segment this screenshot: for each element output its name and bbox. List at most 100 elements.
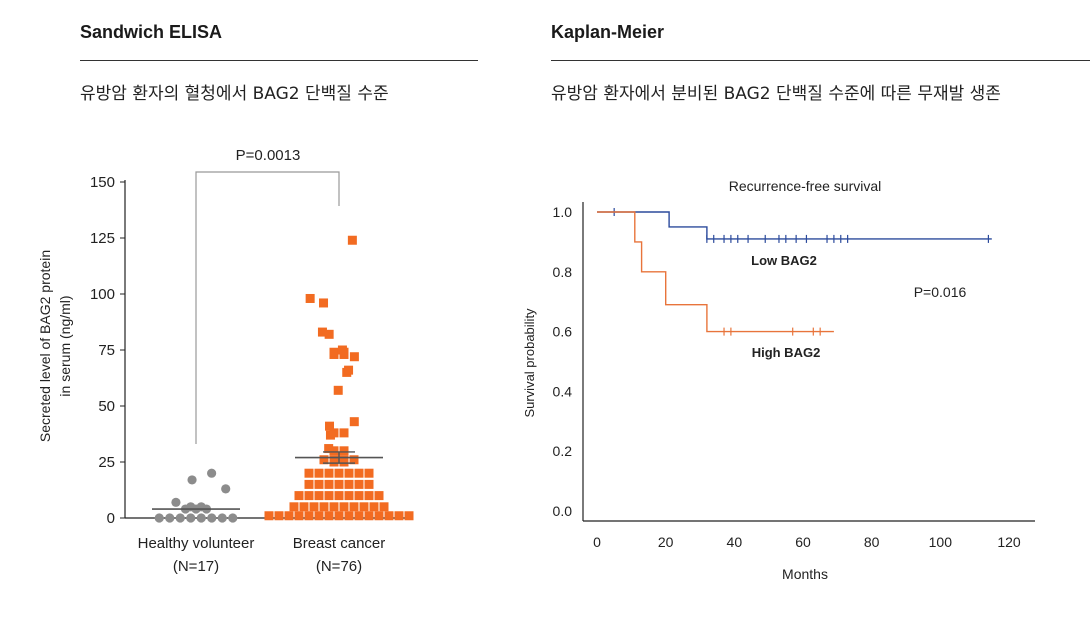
elisa-point-healthy — [175, 513, 185, 523]
elisa-point-breast-cancer — [374, 491, 384, 501]
elisa-point-breast-cancer — [359, 502, 369, 512]
elisa-point-breast-cancer — [349, 417, 359, 427]
elisa-point-breast-cancer — [369, 502, 379, 512]
elisa-point-breast-cancer — [364, 491, 374, 501]
elisa-point-breast-cancer — [334, 511, 344, 521]
elisa-point-healthy — [187, 475, 197, 485]
elisa-point-breast-cancer — [319, 298, 329, 308]
elisa-panel-title: Sandwich ELISA — [80, 22, 223, 42]
km-y-tick-label: 0.4 — [553, 383, 573, 399]
elisa-point-breast-cancer — [324, 444, 334, 454]
elisa-point-breast-cancer — [304, 491, 314, 501]
elisa-point-healthy — [171, 497, 181, 507]
elisa-point-healthy — [207, 513, 217, 523]
km-p-value: P=0.016 — [914, 284, 967, 300]
elisa-point-breast-cancer — [344, 365, 354, 375]
elisa-point-breast-cancer — [384, 511, 394, 521]
elisa-point-breast-cancer — [339, 502, 349, 512]
elisa-y-tick-label: 150 — [90, 174, 115, 191]
elisa-point-healthy — [221, 484, 231, 494]
elisa-point-breast-cancer — [344, 511, 354, 521]
elisa-point-breast-cancer — [354, 511, 364, 521]
elisa-point-breast-cancer — [329, 502, 339, 512]
elisa-point-breast-cancer — [304, 468, 314, 478]
elisa-point-breast-cancer — [319, 502, 329, 512]
elisa-point-breast-cancer — [344, 468, 354, 478]
elisa-point-breast-cancer — [339, 455, 349, 465]
km-x-tick-label: 20 — [658, 534, 674, 550]
elisa-y-tick-label: 100 — [90, 286, 115, 303]
elisa-point-breast-cancer — [349, 455, 359, 465]
km-x-axis-label: Months — [782, 566, 828, 582]
elisa-point-breast-cancer — [299, 502, 309, 512]
elisa-point-breast-cancer — [324, 479, 334, 489]
elisa-point-breast-cancer — [349, 502, 359, 512]
elisa-point-breast-cancer — [344, 491, 354, 501]
elisa-point-breast-cancer — [379, 502, 389, 512]
elisa-point-breast-cancer — [329, 428, 339, 438]
elisa-data-points — [152, 235, 414, 523]
elisa-point-healthy — [217, 513, 227, 523]
km-curve-high-bag2 — [597, 211, 834, 333]
km-survival-curves — [597, 208, 992, 336]
km-series-label-high: High BAG2 — [752, 345, 821, 360]
elisa-point-breast-cancer — [364, 479, 374, 489]
elisa-point-healthy — [186, 513, 196, 523]
elisa-y-tick-label: 75 — [98, 342, 115, 359]
elisa-point-breast-cancer — [314, 479, 324, 489]
elisa-point-healthy — [165, 513, 175, 523]
elisa-point-breast-cancer — [324, 511, 334, 521]
elisa-point-breast-cancer — [364, 468, 374, 478]
elisa-point-breast-cancer — [324, 491, 334, 501]
elisa-point-breast-cancer — [314, 468, 324, 478]
elisa-y-axis-label: Secreted level of BAG2 protein — [37, 250, 53, 442]
km-x-tick-label: 100 — [929, 534, 953, 550]
elisa-group-label-healthy: Healthy volunteer — [138, 535, 255, 552]
elisa-point-breast-cancer — [349, 352, 359, 362]
elisa-point-breast-cancer — [314, 511, 324, 521]
km-y-tick-label: 0.2 — [553, 443, 573, 459]
km-series-label-low: Low BAG2 — [751, 253, 817, 268]
elisa-group-n-cancer: (N=76) — [316, 558, 362, 575]
elisa-point-breast-cancer — [314, 491, 324, 501]
elisa-y-tick-label: 25 — [98, 454, 115, 471]
elisa-y-tick-label: 0 — [107, 510, 115, 527]
km-axes: 0.0 0.2 0.4 0.6 0.8 1.0 0 20 40 60 80 100 120 — [553, 202, 1035, 550]
elisa-point-breast-cancer — [304, 479, 314, 489]
km-x-tick-label: 40 — [727, 534, 743, 550]
elisa-point-breast-cancer — [329, 455, 339, 465]
elisa-point-breast-cancer — [305, 293, 315, 303]
elisa-point-breast-cancer — [394, 511, 404, 521]
elisa-group-label-cancer: Breast cancer — [293, 535, 386, 552]
km-y-tick-label: 0.6 — [553, 324, 573, 340]
elisa-group-n-healthy: (N=17) — [173, 558, 219, 575]
elisa-point-breast-cancer — [264, 511, 274, 521]
km-x-tick-label: 80 — [864, 534, 880, 550]
elisa-point-breast-cancer — [354, 491, 364, 501]
km-x-tick-label: 0 — [593, 534, 601, 550]
elisa-point-breast-cancer — [333, 385, 343, 395]
km-curve-low-bag2 — [597, 211, 992, 240]
elisa-y-axis-label-line2: in serum (ng/ml) — [57, 295, 73, 396]
elisa-point-healthy — [207, 468, 217, 478]
elisa-point-breast-cancer — [404, 511, 414, 521]
elisa-point-breast-cancer — [317, 327, 327, 337]
elisa-point-breast-cancer — [284, 511, 294, 521]
elisa-point-breast-cancer — [374, 511, 384, 521]
km-y-tick-label: 1.0 — [553, 204, 573, 220]
elisa-point-breast-cancer — [337, 345, 347, 355]
km-chart-title: Recurrence-free survival — [729, 178, 882, 194]
km-panel-subtitle: 유방암 환자에서 분비된 BAG2 단백질 수준에 따른 무재발 생존 — [551, 84, 1001, 104]
elisa-point-breast-cancer — [274, 511, 284, 521]
elisa-panel-subtitle: 유방암 환자의 혈청에서 BAG2 단백질 수준 — [80, 84, 389, 104]
elisa-point-healthy — [228, 513, 238, 523]
km-panel-divider — [551, 60, 1090, 61]
elisa-point-breast-cancer — [347, 235, 357, 245]
elisa-point-breast-cancer — [325, 421, 335, 431]
elisa-point-breast-cancer — [344, 479, 354, 489]
elisa-point-breast-cancer — [339, 446, 349, 456]
elisa-point-breast-cancer — [309, 502, 319, 512]
elisa-point-breast-cancer — [304, 511, 314, 521]
